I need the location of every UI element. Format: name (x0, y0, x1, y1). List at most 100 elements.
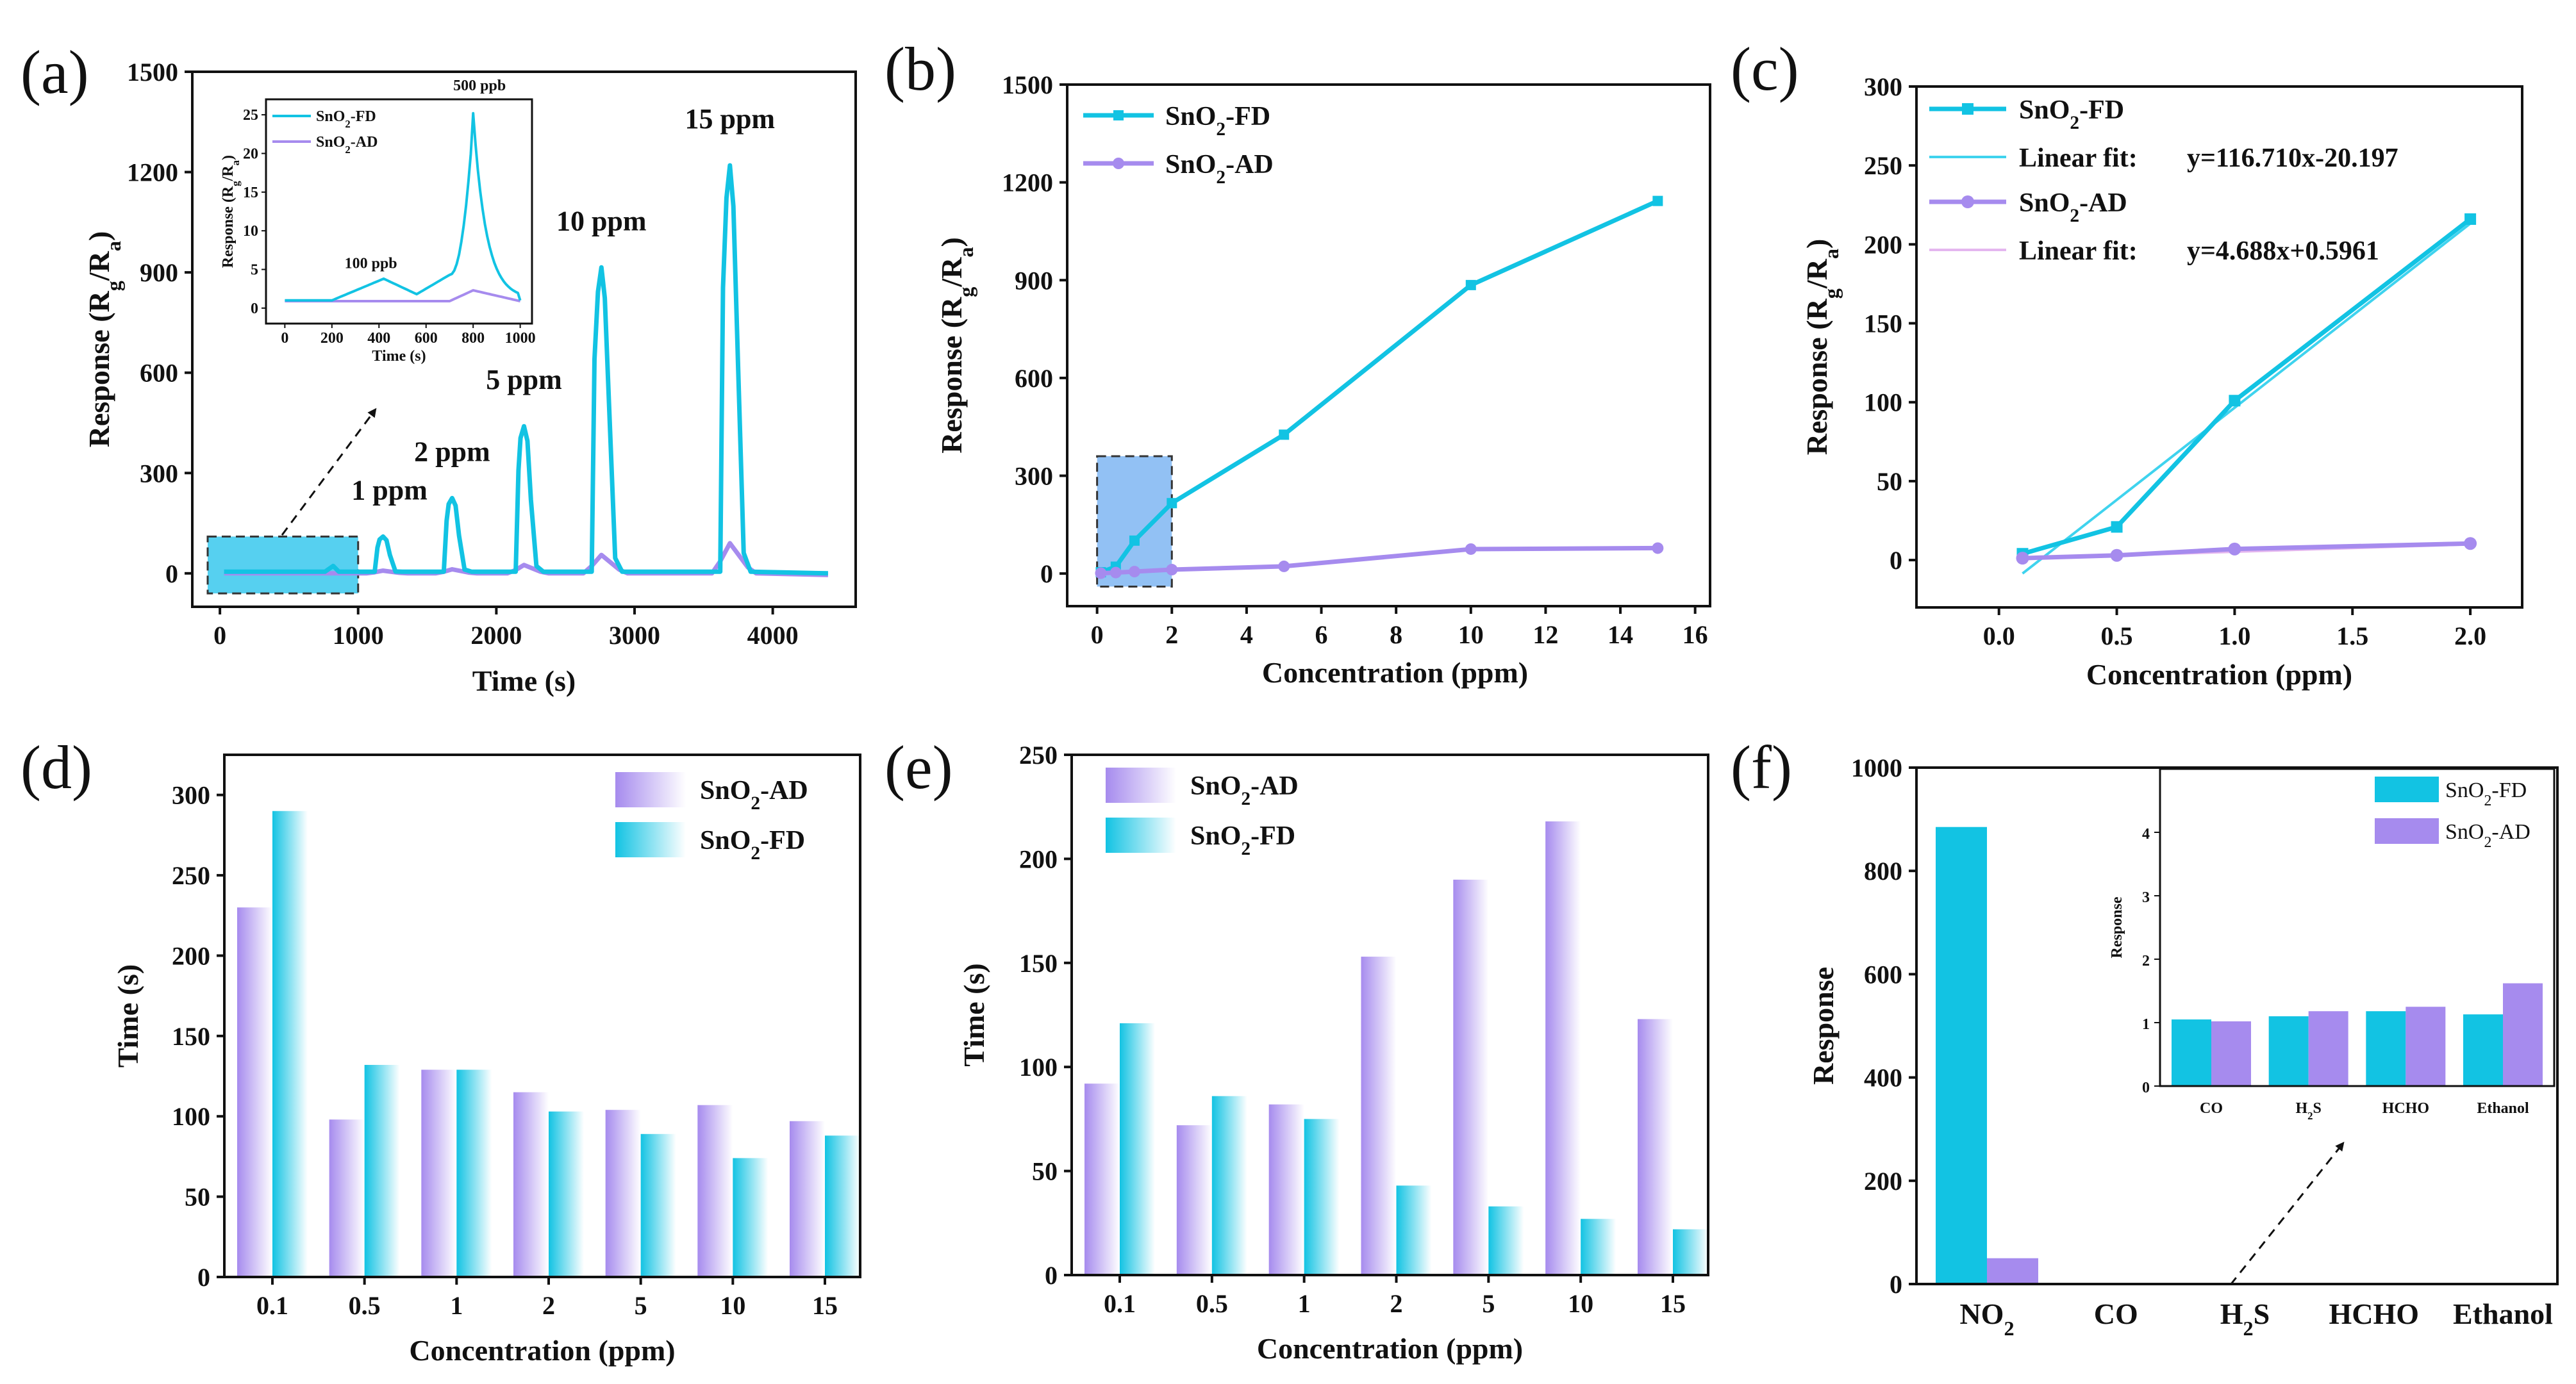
yaxis-b-title: Response (Rg/Ra) (935, 237, 977, 454)
inset-a-frame (265, 98, 533, 325)
series-ad-point-b-0 (1095, 567, 1107, 579)
xaxis-f-ticklabel-4: Ethanol (2453, 1298, 2553, 1330)
yaxis-e-ticklabel-1: 50 (1032, 1157, 1058, 1186)
inset-f-xticklabel-2: HCHO (2382, 1100, 2429, 1117)
series-ad-point-b-6 (1652, 542, 1664, 554)
peak-label-3: 10 ppm (556, 205, 647, 236)
xaxis-c-ticklabel-0: 0.0 (1983, 622, 2015, 650)
yaxis-c-ticklabel-4: 200 (1864, 230, 1902, 259)
yaxis-f-title: Response (1807, 967, 1840, 1085)
yaxis-f-ticklabel-5: 1000 (1851, 754, 1902, 782)
yaxis-f-ticklabel-3: 600 (1864, 960, 1902, 989)
series-fd-line-c (2022, 217, 2472, 556)
yaxis-a-ticklabel-2: 600 (140, 359, 178, 388)
yaxis-f-ticklabel-0: 0 (1890, 1270, 1902, 1299)
xaxis-f-ticklabel-0: NO2 (1959, 1298, 2014, 1340)
yaxis-a-ticklabel-1: 300 (140, 459, 178, 488)
legend-b-ad-label: SnO2-AD (1165, 150, 1274, 188)
bar-fd-e-5 (1581, 1219, 1616, 1275)
axes-frame-e (1070, 754, 1709, 1276)
bar-fd-e-0 (1120, 1023, 1155, 1275)
bar-fd-f-0 (1936, 827, 1987, 1284)
inset-a-xticklabel-2: 400 (367, 330, 390, 347)
bar-fd-e-4 (1488, 1206, 1524, 1275)
panel-f: (f) NO2 CO H2S HCHO Ethanol 0 200 400 600 800 1000 R… (1731, 733, 2559, 1340)
series-fd-point-c-1 (2111, 521, 2123, 533)
panel-e: (e)0.1 0.5 1 2 5 10 15050100150200250Concentra… (885, 733, 1709, 1365)
inset-f-bar-fd-3 (2463, 1014, 2503, 1086)
xaxis-e-title: Concentration (ppm) (1257, 1332, 1523, 1365)
inset-f-bar-fd-1 (2268, 1016, 2309, 1086)
legend-c-ad-marker (1961, 195, 1974, 208)
yaxis-a-ticklabel-0: 0 (165, 559, 178, 588)
xaxis-d-title: Concentration (ppm) (409, 1334, 675, 1367)
legend-c-ad-label: SnO2-AD (2019, 188, 2127, 226)
xaxis-b-title: Concentration (ppm) (1262, 656, 1528, 689)
inset-a-yticklabel-1: 5 (251, 262, 258, 279)
xaxis-a-title: Time (s) (472, 664, 576, 697)
inset-f-bar-ad-1 (2308, 1011, 2348, 1086)
legend-d-fd-label: SnO2-FD (700, 826, 805, 864)
xaxis-e-ticklabel-4: 5 (1482, 1289, 1495, 1318)
yaxis-d-ticklabel-3: 150 (172, 1022, 210, 1051)
panel-a-label: (a) (21, 38, 89, 106)
xaxis-c-ticklabel-3: 1.5 (2336, 622, 2368, 650)
series-ad-point-b-4 (1278, 560, 1290, 572)
inset-a-yticklabel-5: 25 (243, 107, 258, 124)
bar-ad-d-5 (697, 1105, 733, 1277)
yaxis-b-ticklabel-1: 300 (1015, 462, 1053, 491)
yaxis-e-title: Time (s) (958, 963, 990, 1066)
xaxis-b-ticklabel-1: 2 (1165, 620, 1178, 649)
yaxis-a-title: Response (Rg/Ra) (83, 231, 125, 448)
bar-ad-d-0 (237, 907, 272, 1277)
xaxis-a-ticklabel-3: 3000 (609, 621, 660, 650)
yaxis-b-ticklabel-2: 600 (1015, 364, 1053, 393)
legend-c-fit0-label: Linear fit: (2019, 144, 2138, 173)
yaxis-f-ticklabel-4: 800 (1864, 857, 1902, 886)
legend-d-fd-swatch (615, 822, 686, 857)
xaxis-e-ticklabel-0: 0.1 (1104, 1289, 1136, 1318)
legend-b-ad-marker (1113, 158, 1124, 169)
series-fd-point-c-2 (2229, 395, 2241, 407)
inset-f-yticklabel-1: 1 (2142, 1016, 2150, 1033)
panel-c-label: (c) (1731, 35, 1799, 103)
bar-fd-d-6 (825, 1135, 860, 1277)
xaxis-d-ticklabel-3: 2 (542, 1291, 555, 1320)
panel-e-label: (e) (885, 733, 953, 802)
series-fd-point-b-2 (1129, 535, 1140, 546)
yaxis-d-ticklabel-4: 200 (172, 941, 210, 970)
bar-ad-d-3 (513, 1092, 549, 1277)
inset-f-bar-ad-0 (2211, 1021, 2251, 1086)
yaxis-e-ticklabel-4: 200 (1019, 844, 1058, 873)
series-fd-point-b-6 (1652, 195, 1663, 206)
inset-f-yticklabel-3: 3 (2142, 889, 2150, 906)
xaxis-b-ticklabel-5: 10 (1458, 620, 1484, 649)
yaxis-d-ticklabel-0: 0 (197, 1263, 210, 1292)
peak-label-0: 1 ppm (351, 474, 428, 506)
series-ad-point-c-3 (2464, 537, 2477, 550)
yaxis-a-ticklabel-3: 900 (140, 258, 178, 287)
xaxis-e-ticklabel-6: 15 (1660, 1289, 1686, 1318)
legend-c-fit0-eq: y=116.710x-20.197 (2187, 144, 2398, 173)
inset-a-xticklabel-1: 200 (320, 330, 344, 347)
bar-ad-e-0 (1084, 1083, 1120, 1275)
inset-arrow-f (2229, 1141, 2345, 1285)
yaxis-b-ticklabel-3: 900 (1015, 266, 1053, 295)
axes-frame-d (223, 754, 861, 1278)
bar-ad-d-4 (605, 1110, 641, 1277)
xaxis-e-ticklabel-3: 2 (1390, 1289, 1403, 1318)
yaxis-a-ticklabel-4: 1200 (127, 158, 178, 187)
yaxis-f-ticklabel-1: 200 (1864, 1167, 1902, 1196)
inset-a-xtitle: Time (s) (372, 348, 426, 365)
bar-ad-e-5 (1545, 821, 1581, 1275)
series-fd-trace-a (224, 163, 828, 576)
inset-f-xticklabel-3: Ethanol (2477, 1100, 2529, 1117)
yaxis-d-title: Time (s) (112, 964, 144, 1067)
inset-f-legend-ad-label: SnO2-AD (2445, 820, 2530, 851)
yaxis-d-ticklabel-1: 50 (185, 1183, 210, 1212)
bar-ad-d-2 (421, 1069, 457, 1277)
inset-f-yticklabel-4: 4 (2142, 826, 2150, 843)
legend-b-fd-label: SnO2-FD (1165, 102, 1270, 140)
series-ad-point-b-3 (1166, 564, 1178, 576)
